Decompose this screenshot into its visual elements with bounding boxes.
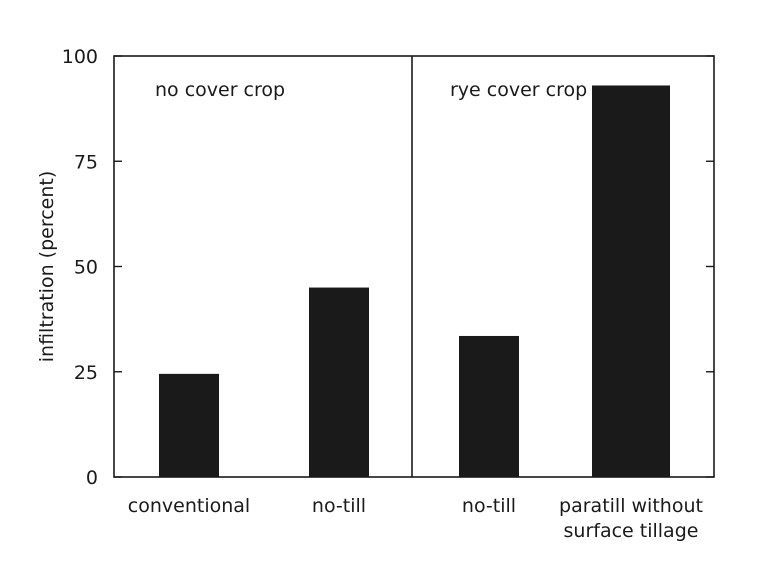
- bar: [459, 335, 519, 477]
- x-category-label: conventional: [128, 495, 250, 517]
- panel-label: no cover crop: [155, 79, 285, 101]
- y-tick-label: 50: [74, 257, 98, 279]
- bar: [159, 373, 219, 477]
- x-category-label: surface tillage: [564, 520, 699, 542]
- y-tick-label: 25: [74, 362, 98, 384]
- x-category-label: no-till: [462, 495, 516, 517]
- panel-label: rye cover crop: [450, 79, 587, 101]
- y-axis: 0 25 50 75 100: [62, 46, 714, 489]
- bar: [592, 85, 670, 477]
- y-tick-label: 0: [86, 467, 98, 489]
- x-category-label: paratill without: [559, 495, 703, 517]
- panel-2: rye cover crop no-till paratill without sur…: [450, 79, 703, 542]
- y-tick-label: 75: [74, 151, 98, 173]
- x-category-label: no-till: [312, 495, 366, 517]
- bar: [309, 287, 369, 477]
- panel-1: no cover crop conventional no-till: [128, 79, 369, 517]
- y-tick-label: 100: [62, 46, 98, 68]
- y-axis-label: infiltration (percent): [36, 171, 58, 363]
